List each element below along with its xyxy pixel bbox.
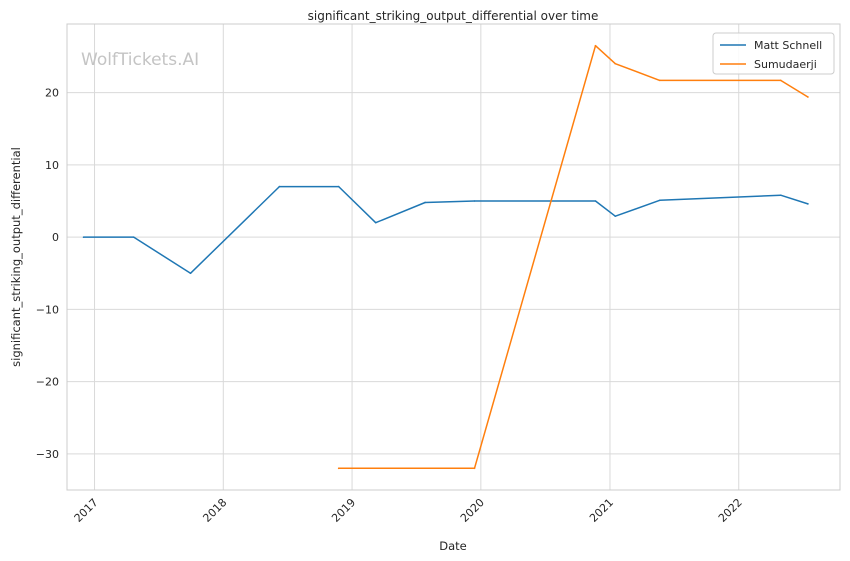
data-point-matt-schnell <box>473 200 476 202</box>
legend: Matt Schnell Sumudaerji <box>712 32 835 75</box>
x-tick-label: 2017 <box>72 496 101 525</box>
x-tick-label: 2022 <box>716 496 745 525</box>
data-point-sumudaerji <box>614 62 617 65</box>
x-tick-label: 2020 <box>458 496 487 525</box>
data-point-matt-schnell <box>807 203 809 205</box>
y-tick-label: 10 <box>45 159 59 172</box>
chart-title: significant_striking_output_differential… <box>308 9 599 23</box>
y-gridlines <box>67 92 840 455</box>
legend-label-matt-schnell: Matt Schnell <box>754 39 822 52</box>
x-tick-label: 2021 <box>587 496 616 525</box>
data-point-matt-schnell <box>424 201 426 204</box>
data-point-matt-schnell <box>82 236 85 238</box>
x-axis-title: Date <box>439 539 467 553</box>
data-point-sumudaerji <box>594 44 597 47</box>
y-tick-label: −10 <box>36 303 59 316</box>
data-point-sumudaerji <box>807 96 809 98</box>
y-tick-label: 20 <box>45 87 59 100</box>
legend-label-sumudaerji: Sumudaerji <box>754 58 817 71</box>
y-tick-label: −20 <box>36 376 59 389</box>
data-point-matt-schnell <box>278 185 281 188</box>
y-tick-label: 0 <box>52 231 59 244</box>
x-gridlines <box>94 24 740 490</box>
data-point-sumudaerji <box>337 467 340 470</box>
data-point-matt-schnell <box>658 199 661 202</box>
data-point-matt-schnell <box>374 221 377 224</box>
series-layer <box>82 44 809 470</box>
data-point-sumudaerji <box>658 79 661 82</box>
x-tick-labels: 2017 2018 2019 2020 2021 2022 <box>72 496 745 525</box>
data-point-matt-schnell <box>779 194 782 197</box>
watermark: WolfTickets.AI <box>81 50 199 70</box>
data-point-sumudaerji <box>473 467 476 470</box>
data-point-matt-schnell <box>132 236 135 238</box>
plot-frame <box>66 23 841 491</box>
plot-area <box>67 24 840 490</box>
data-point-matt-schnell <box>594 200 597 202</box>
x-tick-label: 2018 <box>200 496 229 525</box>
y-tick-label: −30 <box>36 448 59 461</box>
data-point-sumudaerji <box>779 79 782 82</box>
x-tick-label: 2019 <box>329 496 358 525</box>
y-tick-labels: −30 −20 −10 0 10 20 <box>36 87 59 461</box>
data-point-matt-schnell <box>189 272 192 275</box>
y-axis-title: significant_striking_output_differential <box>9 147 23 367</box>
data-point-matt-schnell <box>337 185 340 188</box>
data-point-matt-schnell <box>614 215 617 217</box>
